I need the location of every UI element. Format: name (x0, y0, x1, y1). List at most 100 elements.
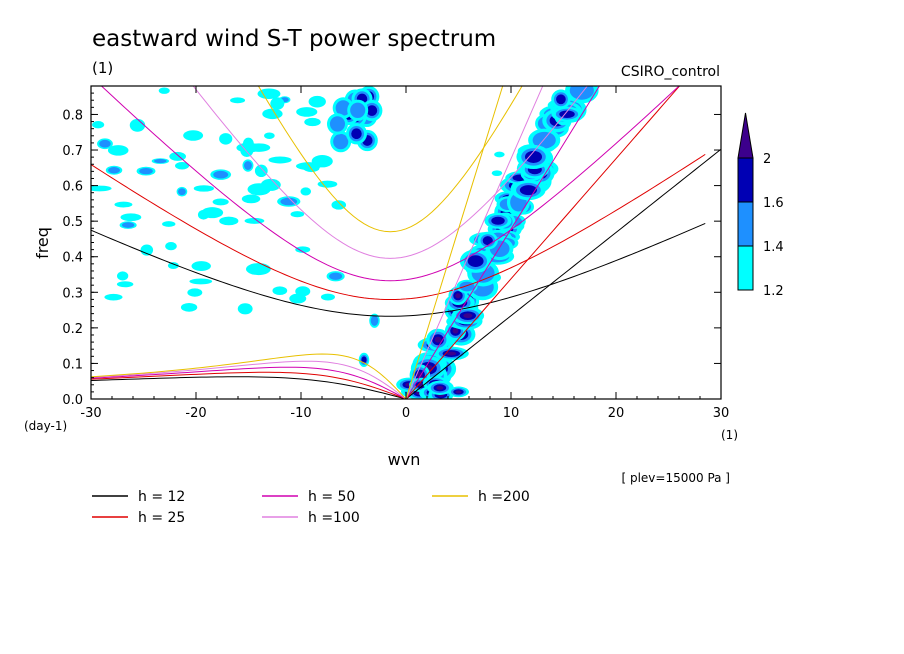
power-patch (556, 94, 566, 105)
power-patch (107, 145, 129, 156)
power-patch (99, 139, 111, 148)
kelvin-curve-25 (405, 86, 681, 399)
colorbar-label: 1.4 (763, 240, 784, 255)
power-patch (491, 216, 505, 225)
power-patch (308, 95, 326, 108)
colorbar-segment (737, 201, 754, 247)
y-tick-label: 0.6 (62, 180, 83, 195)
power-patch (121, 222, 135, 228)
power-patch (169, 151, 187, 161)
colorbar-label: 2 (763, 152, 771, 167)
power-patch (139, 167, 153, 175)
gravity-curve-12 (91, 222, 706, 317)
power-patch (317, 180, 338, 188)
chart-title: eastward wind S-T power spectrum (92, 26, 496, 52)
y-units-label: (day-1) (24, 419, 67, 433)
model-label: CSIRO_control (621, 64, 720, 80)
units-label: (1) (92, 59, 113, 77)
power-patch (272, 286, 288, 295)
power-shading (91, 86, 599, 399)
legend-label: h =200 (478, 489, 530, 505)
power-patch (241, 194, 261, 204)
power-patch (320, 293, 335, 301)
power-patch (268, 156, 292, 164)
power-patch (158, 87, 170, 94)
power-patch (467, 255, 484, 267)
power-patch (212, 198, 229, 206)
rossby-curve-100 (91, 360, 407, 399)
power-patch (219, 216, 239, 226)
plev-note: [ plev=15000 Pa ] (621, 471, 730, 485)
power-patch (247, 143, 271, 152)
kelvin-curve-200 (405, 86, 504, 399)
gravity-curve-50 (100, 86, 680, 282)
x-tick-label: 30 (713, 406, 730, 421)
y-tick-label: 0.1 (62, 357, 83, 372)
colorbar-segment (737, 245, 754, 291)
rossby-curve-50 (91, 366, 407, 399)
power-patch (116, 281, 134, 288)
power-patch (350, 102, 366, 118)
legend-label: h = 25 (138, 510, 185, 526)
power-patch (569, 86, 594, 100)
power-patch (91, 185, 112, 192)
power-patch (162, 221, 176, 227)
x-axis-label: wvn (388, 450, 421, 469)
power-patch (361, 356, 367, 364)
gravity-curve-100 (192, 86, 588, 259)
power-patch (237, 303, 253, 315)
power-patch (187, 288, 203, 297)
power-patch (247, 183, 271, 196)
power-patch (329, 272, 343, 280)
x-tick-label: -20 (185, 406, 206, 421)
power-patch (519, 185, 538, 196)
power-patch (201, 207, 224, 219)
power-patch (165, 241, 177, 251)
y-axis-label: freq (33, 227, 52, 259)
x-tick-label: -10 (290, 406, 311, 421)
power-patch (459, 281, 475, 292)
colorbar-label: 1.6 (763, 196, 784, 211)
x-tick-label: 0 (402, 406, 410, 421)
kelvin-curve-50 (405, 86, 600, 399)
power-patch (311, 155, 333, 168)
power-patch (289, 293, 307, 304)
rossby-curve-25 (91, 371, 407, 399)
power-patch (140, 244, 154, 256)
power-patch (296, 107, 318, 117)
power-patch (331, 200, 347, 210)
power-patch (290, 211, 305, 218)
y-tick-label: 0.5 (62, 215, 83, 230)
power-patch (436, 385, 444, 390)
gravity-curve-25 (91, 153, 706, 301)
power-patch (180, 303, 198, 312)
power-patch (108, 166, 120, 174)
power-patch (246, 263, 271, 276)
power-patch (280, 197, 298, 206)
power-patch (295, 246, 311, 253)
power-patch (370, 315, 379, 326)
power-patch (455, 293, 461, 299)
power-patch (104, 293, 123, 301)
y-tick-label: 0.4 (62, 251, 83, 266)
power-patch (254, 164, 268, 177)
colorbar-cap (737, 112, 754, 159)
power-patch (189, 278, 213, 285)
gravity-curve-200 (257, 86, 523, 233)
axes: -30 -20 -10 0 10 20 30 0.0 0.1 0.2 0.3 0.4 0.5 0.6 0.7… (62, 86, 729, 421)
power-patch (264, 132, 275, 139)
power-patch (335, 100, 351, 116)
power-patch (213, 170, 229, 179)
power-patch (304, 117, 321, 127)
power-patch (351, 128, 362, 140)
power-patch (167, 262, 179, 269)
rossby-curve-12 (91, 376, 407, 399)
legend-label: h = 12 (138, 489, 185, 505)
power-patch (114, 201, 133, 208)
power-patch (491, 170, 503, 177)
power-patch (230, 97, 246, 104)
y-tick-label: 0.8 (62, 108, 83, 123)
legend: h = 12 h = 25 h = 50 h =100 h =200 (92, 489, 530, 526)
legend-label: h =100 (308, 510, 360, 526)
